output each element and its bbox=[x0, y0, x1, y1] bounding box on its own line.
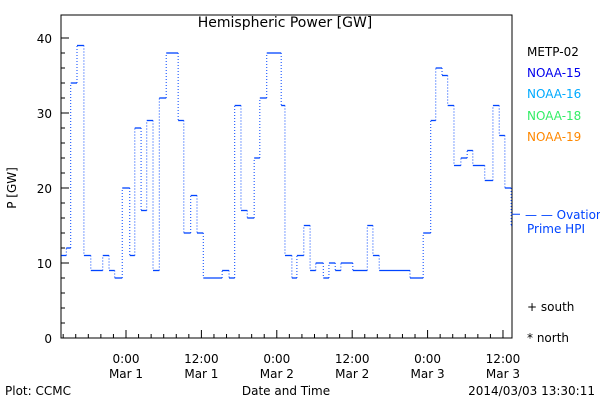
y-tick-label: 10 bbox=[37, 257, 52, 271]
legend-south: + south bbox=[527, 300, 574, 314]
y-tick-label: 0 bbox=[44, 332, 52, 346]
plot-frame bbox=[60, 14, 513, 339]
x-tick-date-label: Mar 1 bbox=[109, 367, 143, 381]
x-tick-date-label: Mar 2 bbox=[335, 367, 369, 381]
xlabel: Date and Time bbox=[242, 384, 330, 398]
y-axis-label: P [GW] bbox=[5, 167, 19, 209]
x-tick-time-label: 0:00 bbox=[414, 352, 441, 366]
legend-ovation-line2: Prime HPI bbox=[527, 222, 585, 236]
timestamp: 2014/03/03 13:30:11 bbox=[468, 384, 595, 398]
x-tick-time-label: 0:00 bbox=[263, 352, 290, 366]
x-tick-date-label: Mar 2 bbox=[260, 367, 294, 381]
legend-noaa-19: NOAA-19 bbox=[527, 130, 581, 144]
legend-ovation-line1: — — Ovation bbox=[525, 208, 600, 222]
y-axis: 0 10 20 30 40 bbox=[37, 32, 69, 346]
x-tick-time-label: 12:00 bbox=[335, 352, 370, 366]
y-tick-label: 30 bbox=[37, 107, 52, 121]
legend-noaa-18: NOAA-18 bbox=[527, 109, 581, 123]
legend-noaa-15: NOAA-15 bbox=[527, 66, 581, 80]
legend: METP-02 NOAA-15 NOAA-16 NOAA-18 NOAA-19 … bbox=[525, 45, 600, 345]
x-tick-date-label: Mar 3 bbox=[486, 367, 520, 381]
plot-credit: Plot: CCMC bbox=[5, 384, 71, 398]
x-tick-date-label: Mar 1 bbox=[184, 367, 218, 381]
legend-noaa-16: NOAA-16 bbox=[527, 87, 581, 101]
chart-title: Hemispheric Power [GW] bbox=[198, 15, 373, 31]
x-tick-time-label: 0:00 bbox=[113, 352, 140, 366]
series-noaa-15 bbox=[61, 44, 512, 279]
x-tick-time-label: 12:00 bbox=[486, 352, 521, 366]
y-tick-label: 20 bbox=[37, 182, 52, 196]
legend-north: * north bbox=[527, 331, 569, 345]
y-tick-label: 40 bbox=[37, 32, 52, 46]
x-tick-date-label: Mar 3 bbox=[411, 367, 445, 381]
legend-metp-02: METP-02 bbox=[527, 45, 579, 59]
x-tick-time-label: 12:00 bbox=[184, 352, 219, 366]
